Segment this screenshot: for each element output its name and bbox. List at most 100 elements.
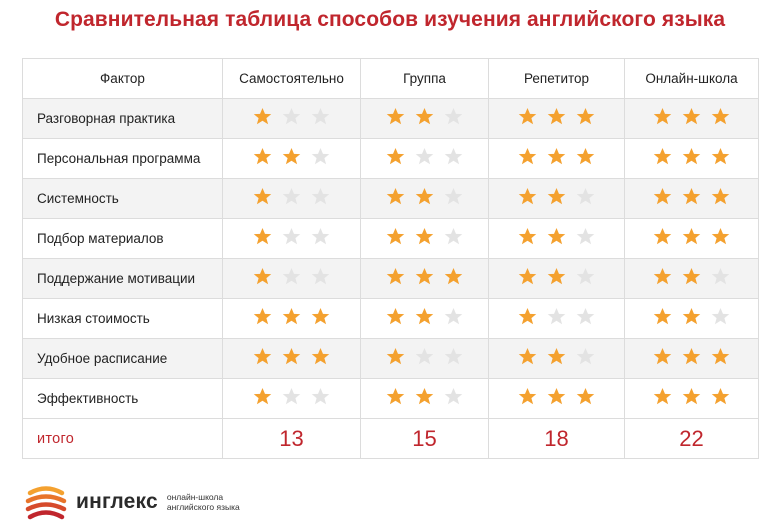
star-filled-icon bbox=[576, 387, 595, 404]
factor-label: Низкая стоимость bbox=[22, 298, 223, 339]
star-filled-icon bbox=[282, 347, 301, 364]
star-filled-icon bbox=[386, 347, 405, 364]
rating-cell-tutor bbox=[488, 378, 625, 419]
rating-cell-group bbox=[360, 98, 489, 139]
rating-cell-self-study bbox=[222, 178, 361, 219]
rating-cell-self-study bbox=[222, 218, 361, 259]
rating-cell-online-school bbox=[624, 178, 759, 219]
star-empty-icon bbox=[415, 147, 434, 164]
star-rating bbox=[253, 147, 330, 166]
table-body: Разговорная практика Персональная програм… bbox=[22, 98, 759, 459]
star-rating bbox=[518, 347, 595, 366]
star-filled-icon bbox=[253, 307, 272, 324]
factor-label: Эффективность bbox=[22, 378, 223, 419]
star-rating bbox=[653, 107, 730, 126]
column-header-tutor: Репетитор bbox=[488, 58, 625, 99]
total-score-group: 15 bbox=[360, 418, 489, 459]
star-empty-icon bbox=[576, 307, 595, 324]
star-empty-icon bbox=[711, 267, 730, 284]
star-filled-icon bbox=[682, 307, 701, 324]
star-filled-icon bbox=[386, 227, 405, 244]
star-rating bbox=[653, 147, 730, 166]
star-filled-icon bbox=[682, 187, 701, 204]
star-filled-icon bbox=[518, 187, 537, 204]
star-filled-icon bbox=[682, 347, 701, 364]
star-empty-icon bbox=[311, 387, 330, 404]
star-rating bbox=[518, 267, 595, 286]
star-filled-icon bbox=[682, 267, 701, 284]
comparison-table: Фактор Самостоятельно Группа Репетитор О… bbox=[22, 58, 759, 459]
column-header-group: Группа bbox=[360, 58, 489, 99]
column-header-online-school: Онлайн-школа bbox=[624, 58, 759, 99]
rating-cell-group bbox=[360, 138, 489, 179]
inglex-logo-stripes-icon bbox=[25, 486, 67, 520]
star-rating bbox=[518, 387, 595, 406]
star-filled-icon bbox=[253, 387, 272, 404]
star-empty-icon bbox=[444, 227, 463, 244]
table-row: Удобное расписание bbox=[22, 338, 759, 379]
star-rating bbox=[253, 347, 330, 366]
star-rating bbox=[386, 267, 463, 286]
total-score-tutor: 18 bbox=[488, 418, 625, 459]
star-rating bbox=[253, 227, 330, 246]
rating-cell-group bbox=[360, 338, 489, 379]
factor-label: Персональная программа bbox=[22, 138, 223, 179]
star-filled-icon bbox=[682, 227, 701, 244]
star-filled-icon bbox=[282, 147, 301, 164]
star-rating bbox=[653, 227, 730, 246]
star-empty-icon bbox=[311, 107, 330, 124]
star-rating bbox=[518, 227, 595, 246]
star-empty-icon bbox=[576, 347, 595, 364]
star-filled-icon bbox=[653, 347, 672, 364]
star-rating bbox=[386, 307, 463, 326]
star-filled-icon bbox=[576, 107, 595, 124]
star-filled-icon bbox=[547, 227, 566, 244]
logo-wordmark: инглекс bbox=[76, 490, 158, 513]
star-filled-icon bbox=[415, 187, 434, 204]
rating-cell-online-school bbox=[624, 98, 759, 139]
star-filled-icon bbox=[547, 347, 566, 364]
star-rating bbox=[653, 187, 730, 206]
rating-cell-self-study bbox=[222, 298, 361, 339]
star-filled-icon bbox=[711, 147, 730, 164]
rating-cell-tutor bbox=[488, 258, 625, 299]
star-rating bbox=[253, 387, 330, 406]
total-score-self-study: 13 bbox=[222, 418, 361, 459]
star-filled-icon bbox=[518, 307, 537, 324]
table-row: Системность bbox=[22, 178, 759, 219]
star-rating bbox=[253, 267, 330, 286]
rating-cell-group bbox=[360, 298, 489, 339]
rating-cell-tutor bbox=[488, 298, 625, 339]
star-rating bbox=[653, 267, 730, 286]
star-filled-icon bbox=[386, 147, 405, 164]
rating-cell-tutor bbox=[488, 338, 625, 379]
factor-label: Поддержание мотивации bbox=[22, 258, 223, 299]
page-title: Сравнительная таблица способов изучения … bbox=[54, 8, 726, 31]
factor-label: Системность bbox=[22, 178, 223, 219]
star-filled-icon bbox=[653, 187, 672, 204]
inglex-logo: инглекс онлайн-школа английского языка bbox=[24, 480, 240, 524]
star-filled-icon bbox=[415, 387, 434, 404]
rating-cell-group bbox=[360, 258, 489, 299]
table-header-row: Фактор Самостоятельно Группа Репетитор О… bbox=[22, 58, 759, 99]
star-filled-icon bbox=[386, 267, 405, 284]
star-filled-icon bbox=[386, 187, 405, 204]
star-filled-icon bbox=[518, 347, 537, 364]
table-row: Персональная программа bbox=[22, 138, 759, 179]
star-filled-icon bbox=[415, 227, 434, 244]
star-filled-icon bbox=[253, 267, 272, 284]
rating-cell-self-study bbox=[222, 98, 361, 139]
star-filled-icon bbox=[444, 267, 463, 284]
logo-tagline-line-1: онлайн-школа bbox=[166, 492, 224, 502]
star-rating bbox=[653, 347, 730, 366]
star-filled-icon bbox=[518, 267, 537, 284]
star-filled-icon bbox=[653, 307, 672, 324]
star-filled-icon bbox=[547, 387, 566, 404]
total-score-online-school: 22 bbox=[624, 418, 759, 459]
star-rating bbox=[386, 227, 463, 246]
star-filled-icon bbox=[386, 107, 405, 124]
rating-cell-tutor bbox=[488, 138, 625, 179]
star-empty-icon bbox=[576, 227, 595, 244]
star-filled-icon bbox=[547, 187, 566, 204]
star-filled-icon bbox=[386, 307, 405, 324]
